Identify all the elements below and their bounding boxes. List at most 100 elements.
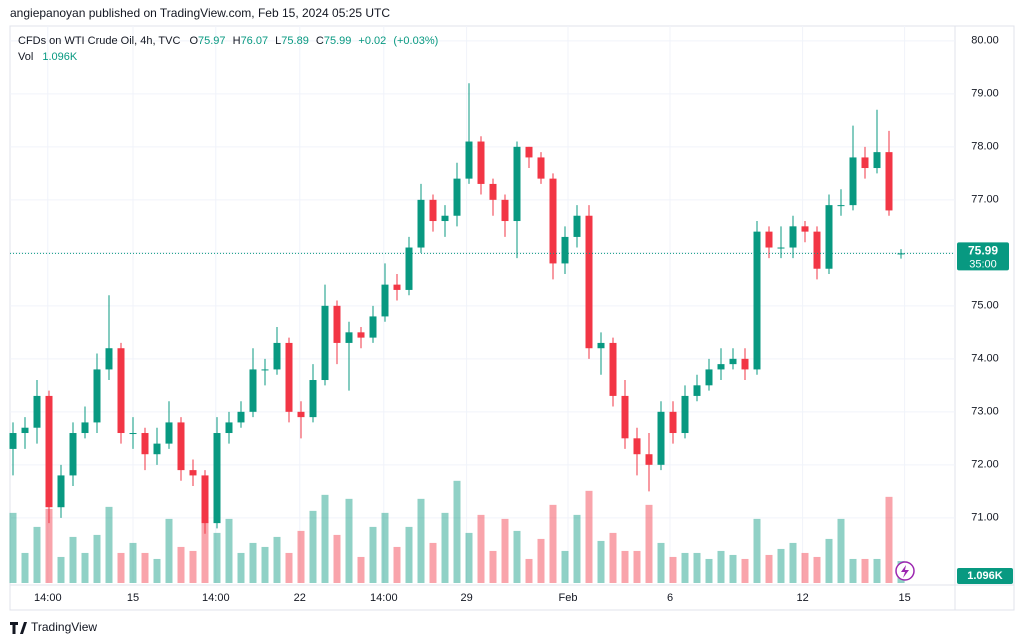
candle-body <box>729 358 737 365</box>
volume-bar <box>705 558 713 583</box>
brand-name: TradingView <box>31 620 97 634</box>
candle-body <box>585 215 593 349</box>
volume-bar <box>45 508 53 583</box>
x-tick-label: 12 <box>796 592 808 604</box>
volume-bar <box>777 548 785 583</box>
volume-bar <box>237 552 245 583</box>
candle-body <box>93 369 101 423</box>
volume-bar <box>429 542 437 583</box>
volume-bar <box>225 518 233 583</box>
volume-bar <box>9 512 17 583</box>
x-tick-label: 14:00 <box>202 592 230 604</box>
candle-body <box>573 215 581 237</box>
candle-body <box>213 433 221 524</box>
candle-body <box>21 427 29 434</box>
x-tick-label: Feb <box>559 592 578 604</box>
candle-body <box>657 411 665 465</box>
candle-body <box>549 178 557 264</box>
volume-bar <box>189 550 197 583</box>
candle-body <box>297 411 305 418</box>
ohlc-label: L <box>275 35 281 47</box>
candle-body <box>813 231 821 269</box>
volume-bar <box>825 538 833 583</box>
candle-body <box>753 231 761 370</box>
candle-body <box>825 205 833 269</box>
volume-bar <box>753 518 761 583</box>
candle-body <box>153 443 161 455</box>
candle-body <box>345 332 353 343</box>
ohlc-value: 76.07 <box>241 35 269 47</box>
candle-body <box>237 411 245 423</box>
x-tick-label: 15 <box>898 592 910 604</box>
candle-body <box>885 152 893 211</box>
candle-body <box>129 433 137 435</box>
grid <box>10 26 955 583</box>
volume-bar <box>105 506 113 583</box>
candle-body <box>45 395 53 508</box>
volume-bar <box>33 526 41 583</box>
y-tick-label: 80.00 <box>971 35 999 47</box>
candle-body <box>789 226 797 248</box>
volume-bar <box>393 546 401 583</box>
overlay: 71.0072.0073.0074.0075.0076.0077.0078.00… <box>10 35 1013 604</box>
candle-body <box>705 369 713 386</box>
candle-body <box>393 284 401 290</box>
y-tick-label: 73.00 <box>971 406 999 418</box>
ohlc-value: 75.99 <box>324 35 352 47</box>
candle-body <box>861 157 869 169</box>
candle-body <box>465 141 473 179</box>
candle-body <box>57 475 65 508</box>
volume-bar <box>609 532 617 583</box>
volume-bar <box>585 490 593 583</box>
y-tick-label: 74.00 <box>971 353 999 365</box>
candle-body <box>357 332 365 338</box>
volume-bar <box>789 542 797 583</box>
candle-body <box>717 364 725 370</box>
candles <box>9 83 905 534</box>
alert-bolt <box>901 565 909 578</box>
candle-body <box>141 433 149 455</box>
y-tick-label: 77.00 <box>971 194 999 206</box>
volume-bar <box>453 480 461 583</box>
x-tick-label: 6 <box>667 592 673 604</box>
volume-bar <box>741 558 749 583</box>
candle-body <box>489 183 497 200</box>
candle-body <box>201 475 209 524</box>
candle-body <box>249 369 257 412</box>
volume-bar <box>57 556 65 583</box>
brand-logo <box>10 622 27 634</box>
y-tick-label: 78.00 <box>971 141 999 153</box>
vol-value: 1.096K <box>42 51 78 63</box>
candle-body <box>453 178 461 216</box>
candle-body <box>285 342 293 412</box>
volume-bar <box>765 554 773 583</box>
candle-body <box>597 342 605 349</box>
volume-bar <box>861 558 869 583</box>
volume-box <box>957 568 1013 584</box>
volume-bar <box>693 552 701 583</box>
candle-body <box>897 253 905 255</box>
x-tick-label: 14:00 <box>370 592 398 604</box>
candle-body <box>117 348 125 434</box>
last-price-box <box>957 242 1009 271</box>
volume-bar <box>153 558 161 583</box>
chart-frame <box>9 25 1015 611</box>
volume-bar <box>489 550 497 583</box>
ohlc-value: 75.89 <box>281 35 309 47</box>
candle-body <box>633 438 641 455</box>
candle-body <box>837 205 845 207</box>
candle-body <box>333 305 341 343</box>
legend-line: CFDs on WTI Crude Oil, 4h, TVC O75.97 H7… <box>18 35 438 47</box>
volume-bar <box>405 526 413 583</box>
candle-body <box>429 199 437 222</box>
volume-bar <box>177 546 185 583</box>
ohlc-value: 75.97 <box>198 35 226 47</box>
x-tick-label: 14:00 <box>34 592 62 604</box>
candle-body <box>321 305 329 381</box>
ohlc-label: O <box>189 35 198 47</box>
volume-bar <box>333 534 341 583</box>
volume-bar <box>549 504 557 583</box>
volume-bar <box>309 510 317 583</box>
volume-pane <box>9 480 905 583</box>
